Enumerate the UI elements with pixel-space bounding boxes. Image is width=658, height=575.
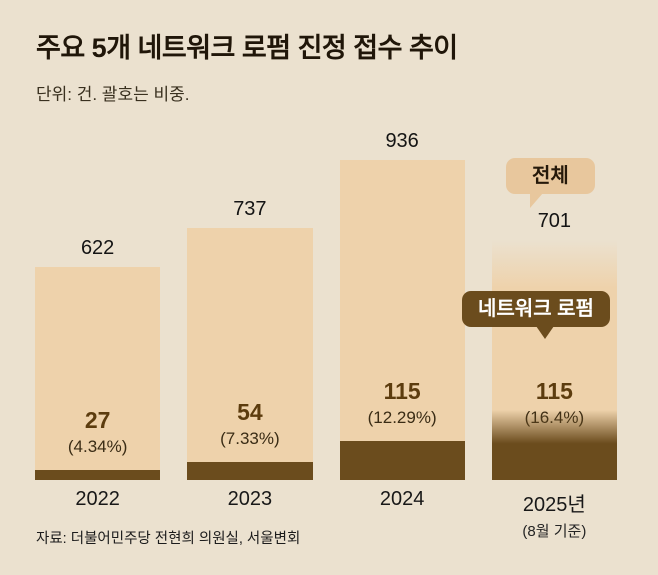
network-count: 115 (535, 378, 573, 404)
x-axis-label: 2024 (379, 488, 425, 510)
bar-total-value: 622 (80, 237, 115, 259)
network-segment (35, 470, 161, 480)
network-segment (339, 441, 465, 480)
network-share: (4.34%) (67, 437, 128, 456)
callout-network-pointer-icon (536, 326, 554, 339)
chart-unit-note: 단위: 건. 괄호는 비중. (36, 85, 190, 104)
network-count: 27 (84, 407, 111, 433)
chart-title: 주요 5개 네트워크 로펌 진정 접수 추이 (36, 33, 458, 63)
callout-network: 네트워크 로펌 (462, 291, 610, 339)
bar-network-labels: 115 (12.29%) (340, 378, 465, 428)
source-credit: 자료: 더불어민주당 전현희 의원실, 서울변회 (36, 531, 301, 547)
bar-total-value: 936 (385, 130, 419, 152)
bar-network-labels: 54 (7.33%) (187, 399, 312, 449)
network-share: (12.29%) (367, 408, 437, 427)
network-count: 54 (237, 399, 263, 425)
bar-column: 622 27 (4.34%) 2022 (35, 120, 161, 510)
bar: 54 (7.33%) (187, 228, 313, 480)
bar-column: 701 115(16.4%) 2025년(8월 기준) (491, 120, 618, 540)
bars: 622 27 (4.34%) 2022 737 54 (7.33%) 2023 936 115 (1… (35, 120, 618, 540)
network-segment (491, 410, 617, 480)
callout-total: 전체 (506, 158, 595, 208)
bar: 27 (4.34%) (35, 267, 161, 480)
bar-column: 737 54 (7.33%) 2023 (187, 120, 313, 510)
callout-network-label: 네트워크 로펌 (478, 298, 594, 320)
x-axis-label: 2025년 (8월 기준) (492, 488, 617, 541)
network-share: (7.33%) (220, 429, 280, 448)
network-count: 115 (383, 378, 421, 404)
x-axis-note: (8월 기준) (522, 523, 587, 540)
bar: 115(16.4%) (491, 240, 618, 480)
callout-total-pointer-icon (530, 193, 543, 208)
network-segment (187, 462, 313, 480)
bar-network-labels: 27 (4.34%) (35, 407, 160, 457)
x-axis-label: 2023 (227, 488, 273, 510)
x-axis-label: 2022 (75, 488, 120, 510)
bar: 115 (12.29%) (339, 160, 465, 480)
bar-total-value: 737 (233, 198, 267, 220)
bar-column: 936 115 (12.29%) 2024 (339, 120, 465, 510)
callout-total-label: 전체 (532, 165, 569, 187)
bar-total-value: 701 (537, 210, 572, 232)
